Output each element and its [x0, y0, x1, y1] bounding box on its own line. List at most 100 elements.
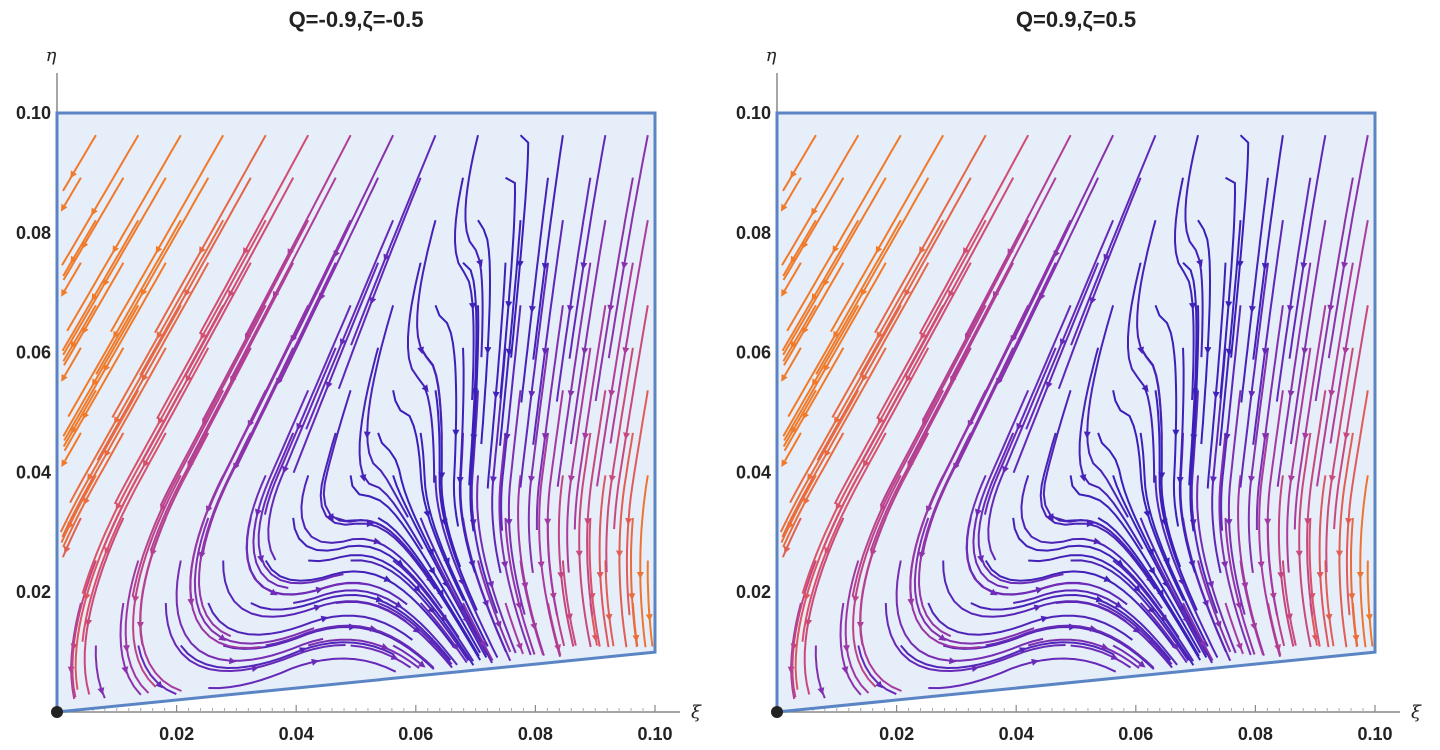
streamline — [972, 389, 1030, 589]
stream-arrowhead — [975, 508, 982, 517]
streamline — [63, 347, 125, 452]
streamline — [1318, 475, 1330, 648]
stream-arrowhead — [834, 416, 841, 425]
stream-arrowhead — [484, 347, 492, 355]
streamline — [416, 219, 443, 440]
stream-arrowhead — [811, 293, 819, 301]
stream-arrowhead — [228, 657, 237, 665]
stream-arrowhead — [200, 332, 207, 340]
streamline — [1178, 347, 1196, 573]
streamline — [561, 560, 577, 646]
y-tick-label: 0.10 — [736, 103, 771, 123]
stream-arrowhead — [363, 431, 371, 439]
stream-arrowhead — [92, 378, 99, 387]
streamline — [535, 305, 564, 530]
allowed-region — [55, 111, 657, 714]
streamline — [1345, 390, 1369, 616]
stream-arrowhead — [205, 505, 213, 514]
streamline — [783, 177, 802, 207]
stream-arrowhead — [811, 207, 818, 216]
streamline — [419, 432, 489, 647]
streamline — [783, 347, 802, 377]
streamline — [62, 134, 97, 192]
stream-arrowhead — [70, 643, 78, 651]
streamline — [1197, 219, 1212, 445]
streamline — [613, 305, 649, 530]
streamline — [1020, 475, 1163, 609]
stream-arrowhead — [852, 595, 860, 603]
streamline — [594, 177, 634, 402]
streamline — [781, 219, 860, 352]
stream-arrowhead — [313, 604, 322, 612]
streamline — [141, 262, 252, 462]
stream-arrowhead — [1103, 253, 1110, 262]
streamline — [517, 475, 545, 656]
stream-arrowhead — [567, 390, 575, 398]
stream-arrowhead — [61, 459, 68, 467]
stream-arrowhead — [155, 245, 163, 254]
stream-arrowhead — [516, 642, 523, 651]
streamline — [230, 177, 337, 379]
streamline — [816, 262, 930, 461]
streamline — [71, 560, 97, 698]
stream-arrowhead — [1101, 643, 1109, 650]
streamline — [918, 134, 1030, 335]
stream-arrowhead — [996, 377, 1003, 386]
stream-arrowhead — [1341, 261, 1349, 270]
streamline — [419, 602, 468, 664]
stream-arrowhead — [907, 598, 915, 606]
streamline — [119, 602, 142, 696]
stream-arrowhead — [1328, 475, 1336, 483]
stream-arrowhead — [157, 417, 165, 425]
streamline — [293, 589, 458, 666]
stream-arrowhead — [505, 519, 513, 527]
streamline — [308, 554, 475, 666]
stream-arrowhead — [528, 475, 535, 484]
stream-arrowhead — [580, 262, 588, 270]
stream-arrowhead — [1053, 250, 1060, 258]
streamline — [1333, 305, 1369, 530]
streamline — [782, 304, 860, 437]
streamline — [783, 347, 845, 452]
streamline — [782, 389, 817, 447]
streamline — [1230, 134, 1250, 358]
streamline — [598, 475, 610, 648]
stream-arrowhead — [272, 290, 280, 299]
streamline — [519, 262, 549, 488]
stream-arrowhead — [311, 658, 319, 666]
streamline — [462, 261, 478, 486]
streamline — [1025, 219, 1115, 430]
streamline — [307, 638, 420, 669]
stream-arrowhead — [1304, 518, 1312, 526]
stream-arrowhead — [1110, 653, 1119, 660]
streamline — [1097, 517, 1200, 657]
stream-arrowhead — [326, 381, 333, 389]
streamline — [801, 432, 887, 642]
streamline — [61, 347, 167, 538]
stream-arrowhead — [298, 647, 307, 654]
streamline — [1070, 644, 1132, 669]
x-tick-label: 0.06 — [1118, 724, 1153, 744]
stream-arrowhead — [1160, 614, 1168, 622]
streamline — [1349, 517, 1358, 648]
stream-arrowhead — [636, 572, 644, 579]
stream-arrowhead — [1137, 346, 1144, 355]
streamlines — [59, 134, 654, 700]
streamline — [1182, 602, 1214, 661]
streamline — [874, 134, 987, 334]
streamline — [1324, 560, 1335, 647]
y-axis-label: η — [766, 45, 777, 66]
streamline — [779, 389, 860, 533]
stream-arrowhead — [452, 429, 460, 437]
stream-arrowhead — [607, 304, 615, 313]
stream-arrowhead — [381, 643, 389, 650]
streamline — [1298, 432, 1312, 648]
stream-arrowhead — [1210, 476, 1217, 484]
streamline — [1247, 347, 1269, 574]
stream-arrowhead — [781, 459, 788, 467]
stream-arrowhead — [390, 653, 399, 660]
stream-arrowhead — [1007, 248, 1014, 257]
streamline — [265, 624, 435, 669]
streamline — [419, 517, 493, 664]
streamline — [67, 219, 182, 418]
